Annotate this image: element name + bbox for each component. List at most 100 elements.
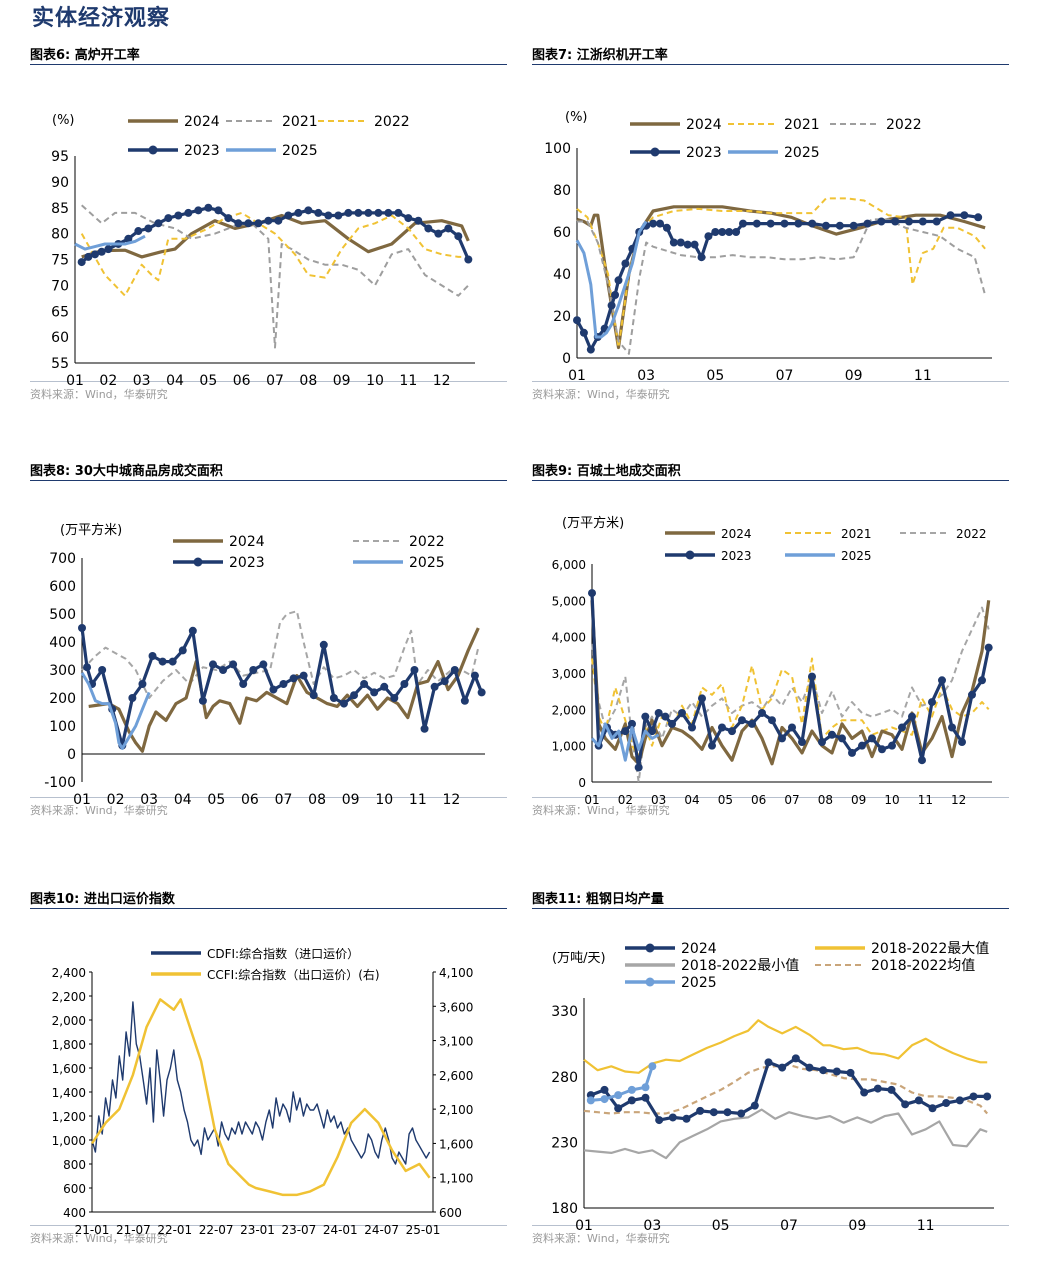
series-line-2022 bbox=[591, 606, 990, 783]
y-tick-label: 4,000 bbox=[552, 631, 586, 645]
figure-label: 图表10: bbox=[30, 892, 84, 907]
unit-label: (万吨/天) bbox=[552, 951, 606, 966]
series-point bbox=[154, 219, 163, 228]
legend-item: 2024 bbox=[665, 527, 752, 541]
y-tick-label: 70 bbox=[51, 278, 69, 294]
series-point bbox=[778, 734, 786, 743]
series-point bbox=[470, 671, 479, 680]
source-rule bbox=[532, 1225, 1009, 1226]
legend-label: 2023 bbox=[229, 555, 265, 571]
series-point bbox=[198, 696, 207, 705]
series-point bbox=[819, 1066, 828, 1075]
series-point bbox=[942, 1099, 951, 1107]
series-point bbox=[711, 228, 720, 236]
legend-label: 2025 bbox=[282, 143, 318, 159]
series-point bbox=[84, 252, 93, 261]
series-point bbox=[828, 730, 836, 739]
x-tick-label: 02 bbox=[99, 373, 117, 389]
x-tick-label: 24-07 bbox=[364, 1223, 399, 1237]
legend-label: CDFI:综合指数（进口运价） bbox=[207, 946, 359, 961]
series-point bbox=[676, 238, 685, 247]
series-point bbox=[264, 216, 273, 225]
x-tick-label: 01 bbox=[575, 1218, 593, 1234]
legend-item: 2023 bbox=[173, 555, 265, 571]
legend-marker bbox=[645, 977, 655, 987]
y-tick-label: 2,000 bbox=[52, 1014, 86, 1028]
series-point bbox=[420, 724, 429, 733]
series-point bbox=[697, 253, 706, 262]
series-point bbox=[914, 1096, 923, 1105]
series-point bbox=[424, 224, 433, 233]
series-point bbox=[863, 219, 872, 228]
series-point bbox=[708, 741, 716, 750]
series-point bbox=[682, 1114, 691, 1123]
chart-svg: 0 20 40 60 80 100 01 03 05 07 09 11 (%) 2024 2021 2022 2… bbox=[544, 110, 992, 384]
figure-title: 图表9: 百城土地成交面积 bbox=[532, 460, 681, 479]
series-point bbox=[621, 259, 630, 268]
series-point bbox=[983, 1092, 992, 1101]
x-tick-label: 09 bbox=[333, 373, 351, 389]
y-tick-label: 60 bbox=[51, 330, 69, 346]
y-tick-label: 400 bbox=[63, 1206, 86, 1220]
series-point bbox=[668, 719, 676, 728]
x-tick-label: 11 bbox=[918, 793, 933, 807]
series-point bbox=[858, 741, 866, 750]
series-point bbox=[888, 741, 896, 750]
series-point bbox=[696, 1106, 705, 1115]
y-tick-label: 500 bbox=[49, 607, 76, 623]
series-point bbox=[104, 245, 113, 254]
y-tick-label: 40 bbox=[553, 267, 571, 283]
series-point bbox=[239, 680, 248, 688]
figure-title: 图表6: 高炉开工率 bbox=[30, 44, 140, 63]
x-tick-label: 23-07 bbox=[281, 1223, 316, 1237]
series-point bbox=[860, 1088, 869, 1097]
series-point bbox=[656, 219, 664, 228]
legend-label: 2023 bbox=[686, 145, 722, 161]
series-point bbox=[138, 680, 147, 688]
series-point bbox=[835, 221, 844, 230]
x-tick-label: 22-07 bbox=[199, 1223, 234, 1237]
series-point bbox=[960, 211, 969, 220]
series-point bbox=[279, 680, 288, 688]
series-point bbox=[390, 694, 399, 702]
series-point bbox=[808, 672, 816, 681]
legend-item: 2018-2022最大值 bbox=[815, 941, 989, 957]
legend-label: 2022 bbox=[886, 117, 922, 133]
legend-label: 2021 bbox=[841, 527, 872, 541]
series-point bbox=[614, 1104, 623, 1113]
series-line-2025 bbox=[575, 220, 648, 339]
series-point bbox=[364, 208, 373, 217]
x-tick-label: 03 bbox=[637, 368, 655, 384]
series-point bbox=[794, 219, 803, 228]
x-tick-label: 04 bbox=[684, 793, 699, 807]
series-point bbox=[164, 214, 173, 223]
y-tick-label: 100 bbox=[544, 141, 571, 157]
series-point bbox=[641, 1093, 650, 1102]
figure-title-text: 高炉开工率 bbox=[74, 48, 140, 63]
series-point bbox=[758, 708, 766, 717]
series-point bbox=[384, 208, 393, 217]
x-tick-label: 21-07 bbox=[116, 1223, 151, 1237]
figure-label: 图表6: bbox=[30, 48, 75, 63]
x-tick-label: 04 bbox=[166, 373, 184, 389]
series-point bbox=[791, 1054, 800, 1063]
x-tick-label: 11 bbox=[917, 1218, 935, 1234]
series-point bbox=[444, 224, 453, 233]
series-line-2021 bbox=[576, 197, 986, 349]
y-right-tick-label: 2,600 bbox=[439, 1069, 473, 1083]
series-point bbox=[614, 276, 623, 285]
x-tick-label: 08 bbox=[308, 792, 326, 808]
x-tick-label: 05 bbox=[706, 368, 724, 384]
legend-label: 2025 bbox=[784, 145, 820, 161]
y-tick-label: 3,000 bbox=[552, 667, 586, 681]
y-tick-label: 6,000 bbox=[552, 558, 586, 572]
series-point bbox=[984, 643, 993, 652]
source-rule bbox=[532, 381, 1009, 382]
series-point bbox=[77, 258, 86, 267]
x-tick-label: 21-01 bbox=[75, 1223, 110, 1237]
series-point bbox=[690, 240, 699, 249]
x-tick-label: 10 bbox=[366, 373, 384, 389]
y-tick-label: 1,000 bbox=[52, 1134, 86, 1148]
legend-marker bbox=[645, 943, 655, 953]
y-right-tick-label: 3,100 bbox=[439, 1035, 473, 1049]
